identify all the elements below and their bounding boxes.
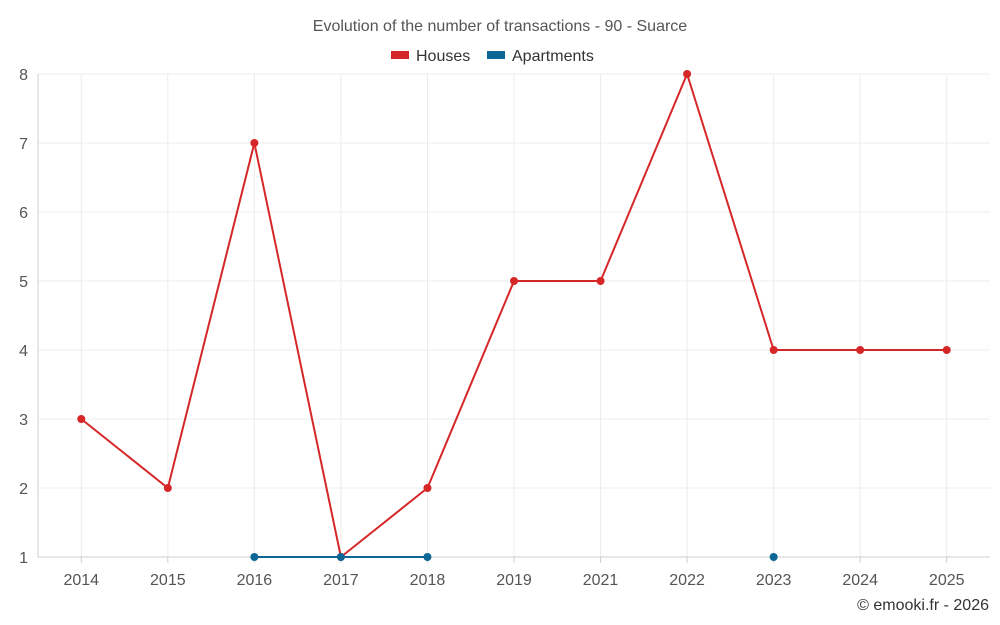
y-axis-ticks: 1 2 3 4 5 6 7 8: [19, 67, 28, 567]
x-tick-label: 2019: [496, 572, 532, 589]
series-line-segment: [686, 73, 775, 351]
x-tick-label: 2023: [756, 572, 792, 589]
data-point-apartments-2023[interactable]: [769, 553, 778, 561]
data-point-houses-2014[interactable]: [77, 415, 86, 423]
chart-title: Evolution of the number of transactions …: [313, 18, 688, 35]
legend-item-houses[interactable]: Houses: [391, 48, 470, 65]
data-point-apartments-2017[interactable]: [336, 553, 345, 561]
x-tick-label: 2022: [669, 572, 705, 589]
y-tick-label: 7: [19, 136, 28, 153]
series-line-segment: [166, 142, 256, 489]
data-point-houses-2018[interactable]: [423, 484, 432, 492]
y-tick-label: 6: [19, 205, 28, 222]
series: [77, 70, 951, 561]
data-point-houses-2024[interactable]: [856, 346, 865, 354]
legend-item-apartments[interactable]: Apartments: [487, 48, 594, 65]
y-tick-label: 1: [19, 550, 28, 567]
x-tick-label: 2017: [323, 572, 359, 589]
series-line-segment: [599, 73, 689, 282]
series-line-segment: [426, 280, 515, 489]
x-tick-label: 2025: [929, 572, 965, 589]
data-point-apartments-2018[interactable]: [423, 553, 432, 561]
x-tick-label: 2014: [63, 572, 99, 589]
y-tick-label: 2: [19, 481, 28, 498]
credit-text: © emooki.fr - 2026: [857, 597, 989, 614]
data-point-houses-2022[interactable]: [683, 70, 692, 78]
data-point-houses-2016[interactable]: [250, 139, 259, 147]
x-tick-label: 2018: [410, 572, 446, 589]
y-tick-label: 5: [19, 274, 28, 291]
data-point-houses-2025[interactable]: [942, 346, 951, 354]
legend-swatch-houses: [391, 51, 409, 59]
series-apartments: [250, 553, 778, 561]
x-axis-ticks: 2014 2015 2016 2017 2018 2019 2021 2022 2023 2024…: [63, 572, 964, 589]
legend-label-apartments: Apartments: [512, 48, 594, 65]
x-tick-label: 2016: [237, 572, 273, 589]
legend: Houses Apartments: [391, 48, 594, 65]
y-tick-label: 3: [19, 412, 28, 429]
data-point-houses-2015[interactable]: [163, 484, 172, 492]
series-line-segment: [253, 142, 342, 558]
x-tick-label: 2024: [842, 572, 878, 589]
x-tick-label: 2021: [583, 572, 619, 589]
series-line-segment: [339, 487, 429, 558]
y-tick-label: 4: [19, 343, 28, 360]
data-point-houses-2023[interactable]: [769, 346, 778, 354]
x-tick-label: 2015: [150, 572, 186, 589]
data-point-apartments-2016[interactable]: [250, 553, 259, 561]
data-point-houses-2019[interactable]: [510, 277, 518, 285]
legend-swatch-apartments: [487, 51, 505, 59]
y-tick-label: 8: [19, 67, 28, 84]
grid: [37, 73, 990, 563]
data-point-houses-2021[interactable]: [596, 277, 605, 285]
series-line-segment: [80, 418, 169, 489]
legend-label-houses: Houses: [416, 48, 470, 65]
series-houses: [77, 70, 951, 561]
